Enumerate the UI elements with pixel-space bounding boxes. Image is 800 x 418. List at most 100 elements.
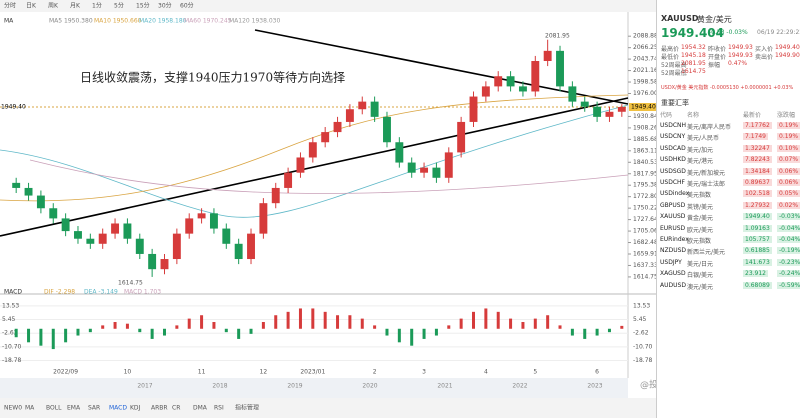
indicator-tab[interactable]: MA [25, 405, 35, 412]
candle-body [209, 213, 218, 229]
candle-body [160, 259, 169, 270]
watchlist-cell: 0.06% [777, 179, 800, 186]
watchlist-cell: 1.32247 [743, 144, 772, 152]
macd-bar [373, 325, 377, 329]
x-tick-label: 5 [533, 369, 537, 376]
y-tick-label: 1998.58 [633, 79, 656, 86]
watchlist-cell[interactable]: USDindex [660, 190, 690, 198]
y-tick-label: 1908.26 [633, 124, 656, 131]
macd-tick-label: -18.78 [633, 357, 653, 364]
watchlist-cell[interactable]: USDCHF [660, 179, 685, 186]
indicator-tab[interactable]: CR [172, 405, 180, 412]
candle-body [407, 162, 416, 173]
quote-field: 昨收价 [708, 46, 727, 53]
candle-body [420, 167, 429, 173]
watchlist-cell[interactable]: USDCAD [660, 144, 686, 152]
macd-bar [39, 328, 43, 346]
indicator-tab[interactable]: 指标管理 [235, 404, 259, 412]
indicator-tab[interactable]: NEW0 [4, 405, 22, 412]
indicator-tab[interactable]: ARBR [151, 405, 168, 412]
watchlist-header: 最新价 [743, 112, 762, 119]
macd-bar [150, 328, 154, 339]
macd-legend: MACD 1.703 [124, 289, 161, 296]
candle-body [617, 107, 626, 112]
indicator-tab[interactable]: DMA [193, 405, 208, 412]
candle-body [345, 109, 354, 122]
watchlist-cell: 美元/加元 [687, 146, 714, 154]
watchlist-cell: 美元/离岸人民币 [687, 124, 732, 131]
toolbar-tab[interactable]: 5分 [114, 2, 124, 10]
watchlist-cell[interactable]: USDSGD [660, 167, 686, 175]
candle-body [98, 233, 107, 244]
watchlist-cell[interactable]: USDCNY [660, 133, 686, 141]
watchlist-cell: 欧元指数 [687, 238, 712, 245]
overview-strip [0, 378, 628, 398]
macd-bar [422, 328, 426, 339]
toolbar-tab[interactable]: 周K [48, 3, 59, 10]
symbol-name: 黄金/美元 [697, 15, 732, 24]
watchlist-cell[interactable]: EURindex [660, 236, 689, 243]
ma-legend: MA20 1958.180 [139, 18, 187, 25]
toolbar-tab[interactable]: 月K [70, 3, 81, 10]
ma-line [0, 94, 629, 202]
watchlist-header: 涨跌幅 [777, 112, 796, 119]
ma-legend: MA5 1950.380 [49, 18, 93, 25]
toolbar-tab[interactable]: 15分 [136, 2, 150, 10]
watchlist-cell[interactable]: USDJPY [660, 258, 682, 266]
indicator-tab[interactable]: KDJ [130, 405, 141, 412]
macd-bar [113, 322, 117, 329]
candle-body [135, 238, 144, 254]
watchlist-cell: 美元/瑞士法郎 [687, 181, 726, 188]
quote-field: 最高价 [661, 46, 680, 53]
watchlist-cell: 白银/美元 [687, 272, 714, 280]
high-label: 2081.95 [545, 33, 570, 40]
macd-bar [237, 328, 241, 339]
indicator-tab[interactable]: MACD [109, 405, 127, 412]
watchlist-cell[interactable]: EURUSD [660, 224, 686, 232]
indicator-tab[interactable]: EMA [67, 405, 81, 412]
candle-body [197, 213, 206, 219]
macd-bar [397, 328, 401, 343]
candle-body [86, 238, 95, 244]
watchlist-cell[interactable]: AUDUSD [660, 281, 686, 289]
x-tick-label: 3 [422, 369, 426, 376]
ma-line [29, 159, 629, 194]
quote-field: 1614.75 [681, 68, 706, 75]
candle-body [321, 132, 330, 143]
toolbar-tab[interactable]: 1分 [92, 2, 102, 10]
macd-tick-label: 5.45 [633, 316, 647, 323]
toolbar-tab[interactable]: 日K [26, 3, 37, 10]
quote-field: 52周最高 [661, 62, 687, 69]
macd-bar [187, 318, 191, 329]
macd-bar [558, 325, 562, 329]
time: 06/19 22:29:22 [757, 29, 800, 36]
indicator-tab[interactable]: BOLL [46, 405, 62, 412]
macd-bar [249, 328, 253, 334]
change: -0.53 -0.03% [709, 29, 748, 36]
watchlist-cell[interactable]: XAUUSD [660, 213, 686, 221]
macd-bar [533, 318, 537, 329]
watchlist-header: 名称 [687, 112, 700, 119]
watchlist-cell[interactable]: XAGUSD [660, 270, 686, 278]
watchlist-cell: 7.17762 [743, 122, 772, 129]
watchlist-cell[interactable]: USDCNH [660, 122, 687, 129]
macd-bar [76, 328, 80, 336]
watchlist-cell[interactable]: USDHKD [660, 156, 686, 164]
indicator-tab[interactable]: SAR [88, 405, 100, 412]
macd-bar [385, 328, 389, 336]
watchlist-cell[interactable]: NZDUSD [660, 247, 687, 255]
watchlist-cell[interactable]: GBPUSD [660, 201, 686, 209]
watchlist-cell: 141.673 [743, 258, 772, 266]
toolbar-tab[interactable]: 分时 [4, 2, 16, 10]
macd-bar [521, 322, 525, 329]
y-tick-label: 1863.11 [633, 147, 656, 154]
toolbar-tab[interactable]: 30分 [158, 2, 172, 10]
indicator-tab[interactable]: RSI [214, 405, 224, 412]
macd-bar [224, 328, 228, 333]
candle-body [383, 116, 391, 143]
quote-field: 1949.93 [728, 44, 753, 51]
macd-bar [620, 325, 624, 329]
macd-bar [212, 322, 216, 329]
overview-year: 2019 [287, 383, 302, 390]
toolbar-tab[interactable]: 60分 [180, 2, 194, 10]
